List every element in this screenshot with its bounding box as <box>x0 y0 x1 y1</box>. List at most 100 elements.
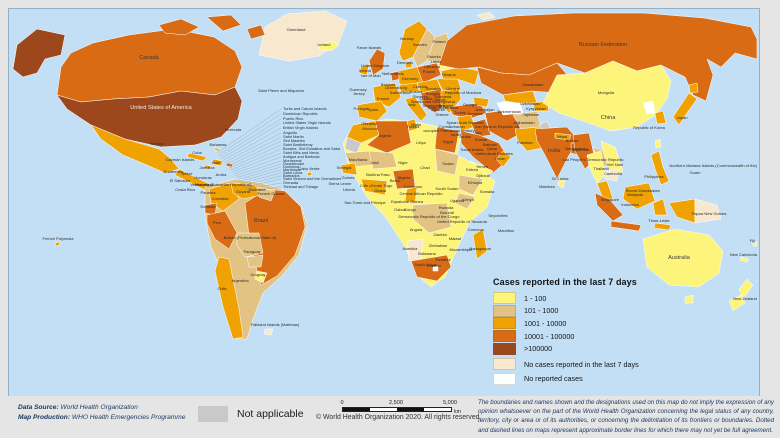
shape-jamaica <box>203 164 212 170</box>
shape-south-korea <box>654 110 667 125</box>
not-applicable-key: Not applicable <box>198 406 304 422</box>
shape-mexico <box>90 124 180 174</box>
shape-oman <box>495 150 512 168</box>
shape-bolivia <box>236 232 264 258</box>
shape-cuba <box>186 152 208 162</box>
shape-peru <box>206 210 238 250</box>
legend-label: No cases reported in the last 7 days <box>524 359 639 369</box>
shape-chile <box>214 256 244 340</box>
shape-kenya <box>454 192 476 210</box>
legend-label: 1 - 100 <box>524 293 547 303</box>
map-footer: Data Source: World Health Organization M… <box>0 396 780 438</box>
legend-swatch <box>493 304 516 317</box>
shape-tunisia <box>406 118 418 132</box>
shape-sudan <box>434 148 460 176</box>
shape-morocco <box>346 120 380 144</box>
scale-tick: 2,500 <box>389 400 403 406</box>
country-shape <box>158 18 200 36</box>
shape-philippines <box>650 150 670 186</box>
map-production-label: Map Production: <box>18 413 71 421</box>
disclaimer-text: The boundaries and names shown and the d… <box>478 399 774 434</box>
shape-japan <box>672 92 698 126</box>
shape-sulawesi <box>652 198 668 216</box>
shape-ireland <box>358 63 370 76</box>
shape-iberia <box>356 100 388 122</box>
shape-poland <box>416 62 442 84</box>
legend-label: >100000 <box>524 344 553 354</box>
legend-swatch <box>493 342 516 355</box>
shape-hispaniola <box>211 158 224 167</box>
region-south-america <box>54 178 308 340</box>
shape-nigeria <box>392 168 416 190</box>
shape-taiwan <box>654 138 662 149</box>
legend-item: 10001 - 100000 <box>493 330 757 343</box>
shape-cote-divoire-ghana <box>360 178 388 196</box>
shape-lesser-sunda <box>653 222 672 231</box>
legend-label: 1001 - 10000 <box>524 318 567 328</box>
shape-west-papua <box>668 198 696 224</box>
shape-balkans <box>420 88 448 114</box>
shape-nepal <box>554 132 572 141</box>
shape-lesotho <box>432 265 439 272</box>
map-legend: Cases reported in the last 7 days 1 - 10… <box>493 277 757 385</box>
shape-puerto-rico <box>225 162 234 168</box>
shape-bahamas <box>213 146 222 153</box>
shape-uruguay <box>254 270 268 284</box>
shape-turkey <box>448 102 488 120</box>
source-block: Data Source: World Health Organization M… <box>18 403 185 423</box>
shape-china <box>542 60 672 132</box>
legend-item: 1001 - 10000 <box>493 317 757 330</box>
shape-australia <box>642 228 724 288</box>
shape-french-polynesia <box>54 241 61 247</box>
shape-new-zealand-north <box>738 278 754 300</box>
shape-java <box>610 220 642 232</box>
legend-item: No cases reported in the last 7 days <box>493 358 757 371</box>
legend-item: 101 - 1000 <box>493 304 757 318</box>
scale-bar-segments <box>342 407 452 412</box>
shape-caucasus <box>472 96 490 108</box>
shape-sri-lanka <box>557 178 566 189</box>
shape-svalbard <box>476 11 496 21</box>
shape-mali <box>368 150 398 170</box>
country-shape <box>246 24 266 40</box>
region-oceania <box>642 228 758 312</box>
shape-ethiopia <box>458 174 484 196</box>
legend-swatch <box>493 292 516 305</box>
shape-italy <box>404 96 428 122</box>
shape-senegal <box>340 162 358 176</box>
legend-items: 1 - 100 101 - 1000 1001 - 10000 10001 - 100… <box>493 292 757 385</box>
shape-alaska <box>12 28 66 78</box>
shape-canada <box>56 28 243 103</box>
shape-fiji <box>752 241 758 247</box>
callout-leader-lines <box>216 108 282 192</box>
shape-hokkaido <box>688 82 699 94</box>
legend-swatch <box>493 330 516 343</box>
legend-item: 1 - 100 <box>493 292 757 305</box>
legend-item: >100000 <box>493 342 757 355</box>
region-north-america <box>12 10 496 192</box>
shape-cameroon <box>404 186 418 204</box>
legend-label: 10001 - 100000 <box>524 331 575 341</box>
legend-label: 101 - 1000 <box>524 306 559 316</box>
shape-borneo <box>622 182 656 210</box>
shape-papua-new-guinea <box>694 198 722 224</box>
shape-cabo-verde <box>306 171 313 177</box>
shape-egypt <box>434 126 460 154</box>
scale-bar: 0 2,500 5,000 km © World Health Organizati… <box>316 400 481 421</box>
shape-paraguay <box>246 254 264 268</box>
shape-drc <box>412 202 452 234</box>
scale-unit: km <box>454 409 461 415</box>
map-production-line: Map Production: WHO Health Emergencies P… <box>18 413 185 423</box>
shape-south-africa <box>410 254 452 282</box>
shape-thailand <box>586 150 606 184</box>
shape-new-zealand-south <box>728 294 746 312</box>
not-applicable-swatch <box>198 406 228 422</box>
shape-guianas <box>256 186 276 202</box>
data-source-label: Data Source: <box>18 404 59 411</box>
shape-uzbekistan <box>502 90 538 104</box>
map-production-value: WHO Health Emergencies Programme <box>70 413 186 421</box>
legend-swatch <box>493 358 516 371</box>
legend-swatch <box>493 317 516 330</box>
shape-malay-peninsula <box>596 180 614 200</box>
